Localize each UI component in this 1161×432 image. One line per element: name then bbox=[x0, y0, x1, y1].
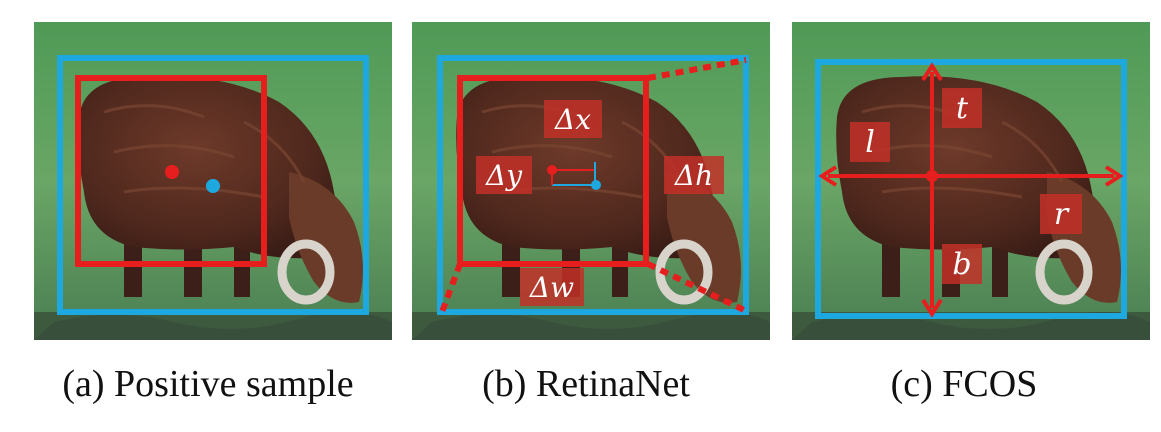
label-l: l bbox=[850, 122, 890, 162]
dashed-connector-bottom-left bbox=[439, 262, 463, 314]
panel-a-positive-sample bbox=[34, 22, 392, 340]
caption-b: (b) RetinaNet bbox=[482, 363, 690, 405]
arrow-left-head bbox=[818, 165, 838, 187]
arrow-bottom-head bbox=[921, 298, 943, 318]
panel-c-fcos: t l r b bbox=[792, 22, 1150, 340]
svg-text:Δh: Δh bbox=[674, 159, 713, 192]
label-r: r bbox=[1040, 194, 1082, 234]
panel-a-image bbox=[34, 22, 392, 340]
caption-a: (a) Positive sample bbox=[62, 363, 354, 405]
gt-center-point bbox=[206, 179, 220, 193]
svg-text:r: r bbox=[1054, 197, 1070, 232]
label-dy: Δy bbox=[476, 156, 532, 194]
anchor-center-point bbox=[547, 165, 557, 175]
gt-box bbox=[815, 59, 1127, 319]
panel-b-retinanet: Δx Δy Δh Δw bbox=[412, 22, 770, 340]
arrow-right-head bbox=[1104, 165, 1124, 187]
label-dw: Δw bbox=[520, 268, 584, 306]
label-b: b bbox=[942, 244, 982, 284]
label-dh: Δh bbox=[664, 156, 724, 194]
anchor-box bbox=[75, 75, 267, 267]
gt-center-point bbox=[591, 180, 601, 190]
caption-c: (c) FCOS bbox=[890, 363, 1038, 405]
svg-text:Δx: Δx bbox=[554, 103, 591, 136]
label-dx: Δx bbox=[544, 100, 602, 138]
label-t: t bbox=[942, 88, 982, 128]
svg-text:b: b bbox=[952, 247, 971, 282]
arrow-top-head bbox=[921, 62, 943, 82]
gt-box bbox=[57, 55, 369, 315]
svg-text:l: l bbox=[865, 125, 875, 160]
dashed-connector-top bbox=[647, 57, 747, 81]
panel-c-image: t l r b bbox=[792, 22, 1150, 340]
svg-text:Δw: Δw bbox=[529, 271, 574, 304]
svg-text:Δy: Δy bbox=[485, 159, 523, 192]
gt-box bbox=[437, 55, 749, 315]
anchor-box bbox=[457, 75, 649, 267]
dashed-connector-bottom-right bbox=[646, 261, 746, 313]
anchor-center-point bbox=[165, 165, 179, 179]
svg-text:t: t bbox=[956, 91, 969, 126]
panel-b-image: Δx Δy Δh Δw bbox=[412, 22, 770, 340]
location-point bbox=[926, 170, 938, 182]
